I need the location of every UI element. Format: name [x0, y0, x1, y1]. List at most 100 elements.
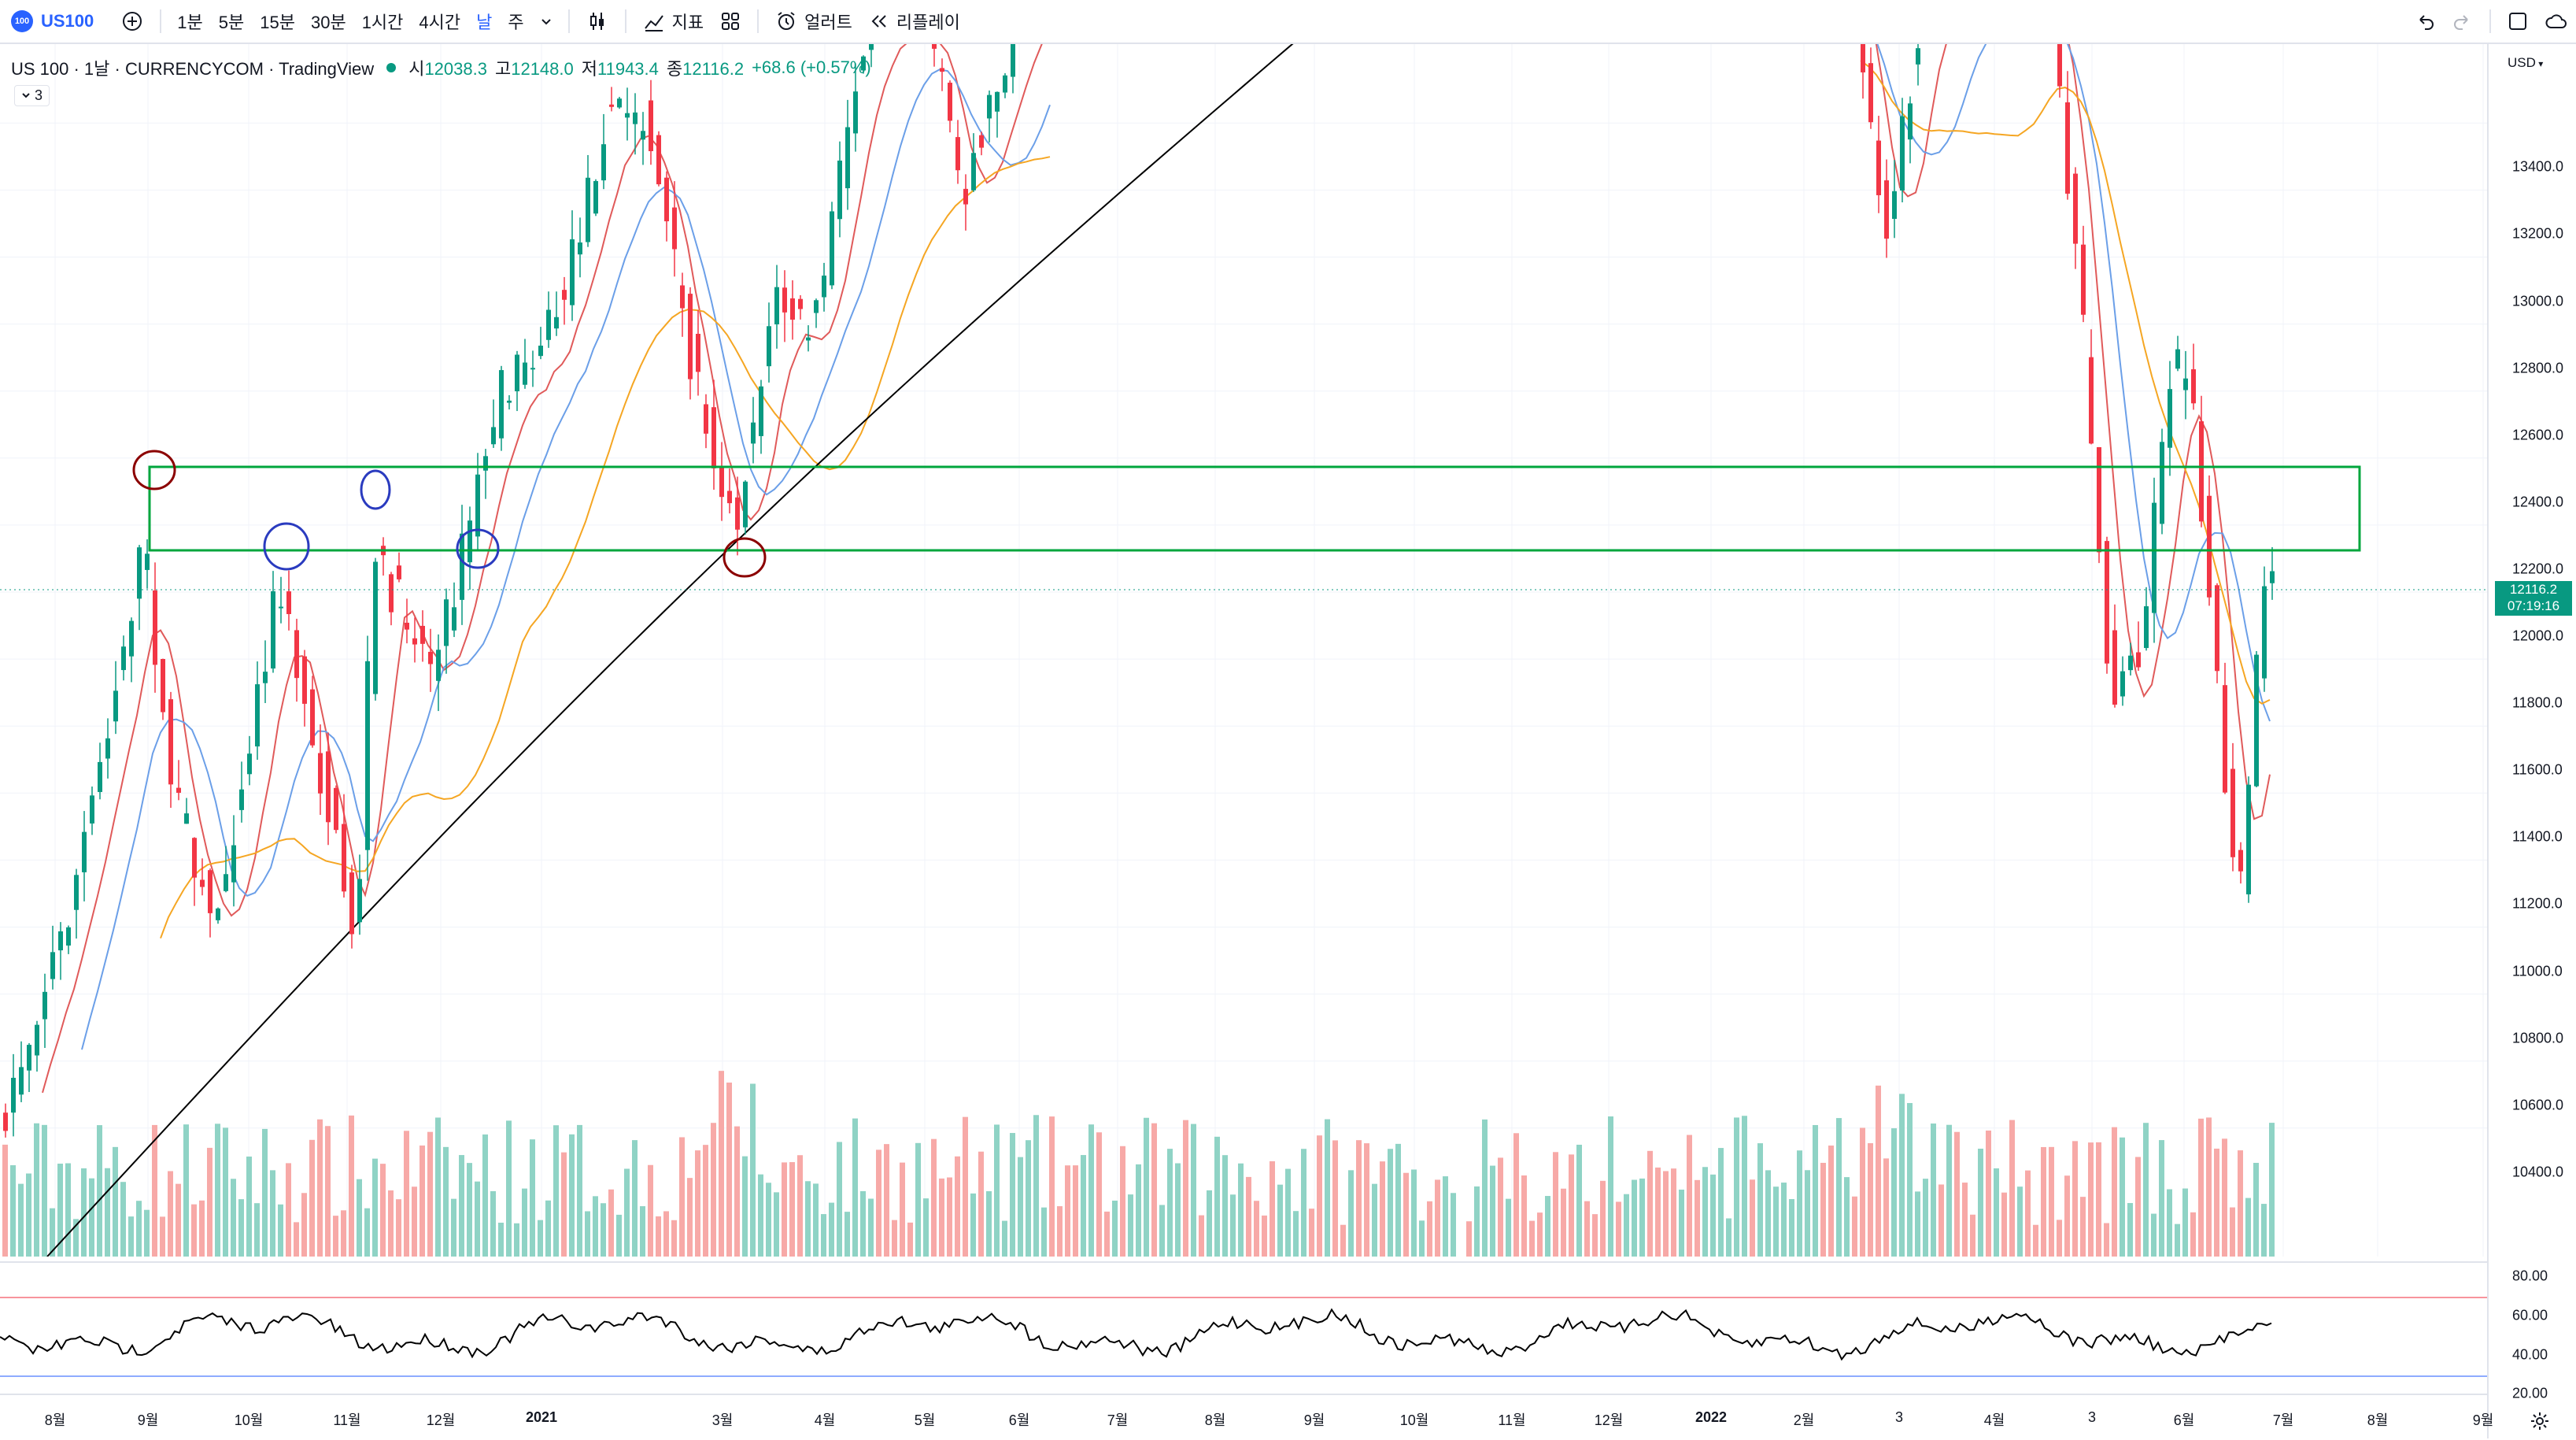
- volume-bar: [1435, 1179, 1440, 1257]
- volume-bar: [561, 1152, 567, 1257]
- price-axis-label: 10600.0: [2512, 1097, 2564, 1113]
- candle-body: [27, 1045, 31, 1071]
- candle-body: [538, 346, 543, 357]
- candle-body: [216, 908, 220, 920]
- volume-bar: [1010, 1133, 1015, 1257]
- volume-bar: [514, 1223, 519, 1257]
- volume-bar: [1427, 1201, 1432, 1257]
- interval-3[interactable]: 30분: [310, 13, 346, 32]
- ma-long-line: [160, 156, 1051, 939]
- volume-bar: [1899, 1094, 1905, 1257]
- interval-2[interactable]: 15분: [260, 13, 295, 32]
- volume-bar: [1805, 1170, 1810, 1257]
- annotation-circle-blue[interactable]: [360, 469, 391, 510]
- candle-body: [2191, 369, 2196, 404]
- volume-bar: [1380, 1161, 1385, 1257]
- candle-body: [656, 135, 661, 185]
- support-resistance-zone[interactable]: [148, 465, 2361, 552]
- settings-button[interactable]: [2530, 1411, 2550, 1435]
- volume-bar: [42, 1124, 47, 1257]
- interval-6[interactable]: 날: [476, 13, 493, 32]
- time-axis-label: 10월: [1399, 1412, 1429, 1428]
- time-axis[interactable]: 8월 9월 10월 11월 12월 2021 3월 4월 5월 6월 7월 8월 9월 10월 11월 12월…: [0, 1394, 2493, 1440]
- oscillator-pane[interactable]: [0, 1261, 2487, 1395]
- volume-bar: [1702, 1167, 1708, 1257]
- volume-bar: [805, 1181, 811, 1257]
- candle-body: [507, 400, 512, 403]
- alert-button[interactable]: 얼러트: [767, 0, 860, 43]
- interval-1[interactable]: 5분: [218, 13, 245, 32]
- volume-bar: [1246, 1176, 1251, 1257]
- open-label: 시: [408, 59, 425, 79]
- time-axis-label: 6월: [2173, 1412, 2195, 1428]
- candle-body: [2057, 44, 2062, 87]
- interval-dropdown-button[interactable]: [532, 0, 560, 43]
- interval-0[interactable]: 1분: [177, 13, 203, 32]
- price-axis-label: 12400.0: [2512, 494, 2564, 510]
- volume-bar: [2120, 1137, 2125, 1257]
- chart-legend: US 100 · 1날 · CURRENCYCOM · TradingView …: [11, 55, 871, 80]
- candle-body: [2105, 541, 2109, 664]
- volume-bar: [10, 1165, 16, 1257]
- templates-button[interactable]: [711, 0, 749, 43]
- annotation-circle-blue[interactable]: [263, 522, 310, 571]
- candle-body: [105, 738, 110, 759]
- volume-bar: [868, 1198, 874, 1257]
- time-axis-label: 8월: [2367, 1412, 2389, 1428]
- candle-body: [2175, 349, 2180, 369]
- volume-bar: [1765, 1170, 1771, 1257]
- candle-body: [161, 659, 165, 713]
- candle-body: [971, 153, 976, 191]
- volume-bar: [1726, 1218, 1732, 1257]
- volume-bar: [1994, 1168, 1999, 1257]
- annotation-circle-red[interactable]: [132, 450, 176, 490]
- volume-bar: [2001, 1192, 2007, 1257]
- undo-button[interactable]: [2406, 0, 2444, 43]
- time-axis-label: 7월: [2272, 1412, 2294, 1428]
- replay-button[interactable]: 리플레이: [860, 0, 968, 43]
- volume-bar: [1411, 1169, 1417, 1257]
- annotation-circle-blue[interactable]: [456, 528, 500, 569]
- cloud-button[interactable]: [2537, 0, 2576, 43]
- candle-body: [208, 870, 213, 913]
- redo-button[interactable]: [2444, 0, 2482, 43]
- interval-7[interactable]: 주: [508, 13, 524, 32]
- price-chart[interactable]: [0, 44, 2487, 1257]
- add-symbol-button[interactable]: [113, 0, 152, 43]
- candle-body: [963, 188, 968, 205]
- indicators-button[interactable]: 지표: [634, 0, 711, 43]
- chart-type-button[interactable]: [578, 0, 617, 43]
- volume-bar: [427, 1131, 433, 1257]
- volume-bar: [105, 1168, 110, 1257]
- symbol-name[interactable]: US100: [41, 11, 94, 31]
- interval-5[interactable]: 4시간: [419, 13, 461, 32]
- candle-body: [2215, 585, 2219, 672]
- time-axis-label: 2021: [525, 1409, 558, 1425]
- interval-4[interactable]: 1시간: [361, 13, 404, 32]
- volume-bar: [1513, 1133, 1519, 1257]
- candle-body: [2152, 502, 2157, 613]
- volume-bar: [1608, 1116, 1613, 1257]
- currency-label[interactable]: USD ▾: [2508, 55, 2544, 70]
- indicators-toggle[interactable]: 3: [14, 85, 50, 106]
- legend-title[interactable]: US 100 · 1날 · CURRENCYCOM · TradingView: [11, 59, 375, 79]
- candle-body: [696, 333, 700, 372]
- candle-body: [704, 404, 708, 434]
- volume-bar: [671, 1220, 677, 1257]
- volume-bar: [2198, 1118, 2204, 1257]
- volume-bar: [522, 1188, 527, 1257]
- price-axis[interactable]: 13400.0 13200.0 13000.0 12800.0 12600.0 12400…: [2487, 44, 2576, 1438]
- volume-bar: [364, 1208, 370, 1257]
- candle-body: [814, 300, 819, 313]
- annotation-circle-red[interactable]: [723, 537, 767, 578]
- candle-body: [294, 630, 299, 679]
- candle-body: [727, 490, 732, 504]
- fullscreen-button[interactable]: [2499, 0, 2537, 43]
- volume-bar: [907, 1222, 913, 1257]
- volume-bar: [1529, 1220, 1535, 1257]
- time-axis-label: 7월: [1107, 1412, 1129, 1428]
- candle-body: [255, 684, 260, 747]
- symbol-badge-icon[interactable]: 100: [11, 10, 33, 32]
- indicators-icon: [644, 15, 663, 31]
- candle-body: [735, 497, 740, 530]
